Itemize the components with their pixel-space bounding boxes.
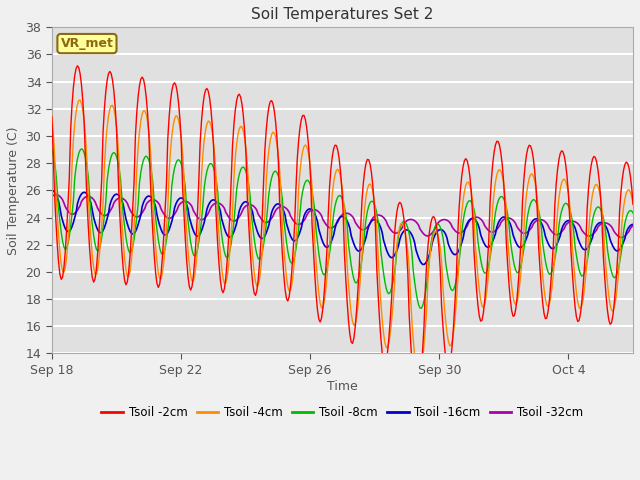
Y-axis label: Soil Temperature (C): Soil Temperature (C): [7, 126, 20, 254]
Title: Soil Temperatures Set 2: Soil Temperatures Set 2: [252, 7, 434, 22]
X-axis label: Time: Time: [327, 380, 358, 393]
Legend: Tsoil -2cm, Tsoil -4cm, Tsoil -8cm, Tsoil -16cm, Tsoil -32cm: Tsoil -2cm, Tsoil -4cm, Tsoil -8cm, Tsoi…: [97, 402, 588, 424]
Text: VR_met: VR_met: [61, 37, 113, 50]
